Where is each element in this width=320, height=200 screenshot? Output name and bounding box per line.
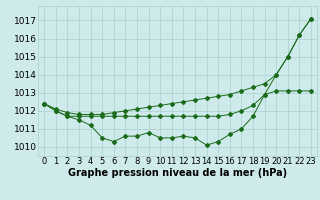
X-axis label: Graphe pression niveau de la mer (hPa): Graphe pression niveau de la mer (hPa): [68, 168, 287, 178]
